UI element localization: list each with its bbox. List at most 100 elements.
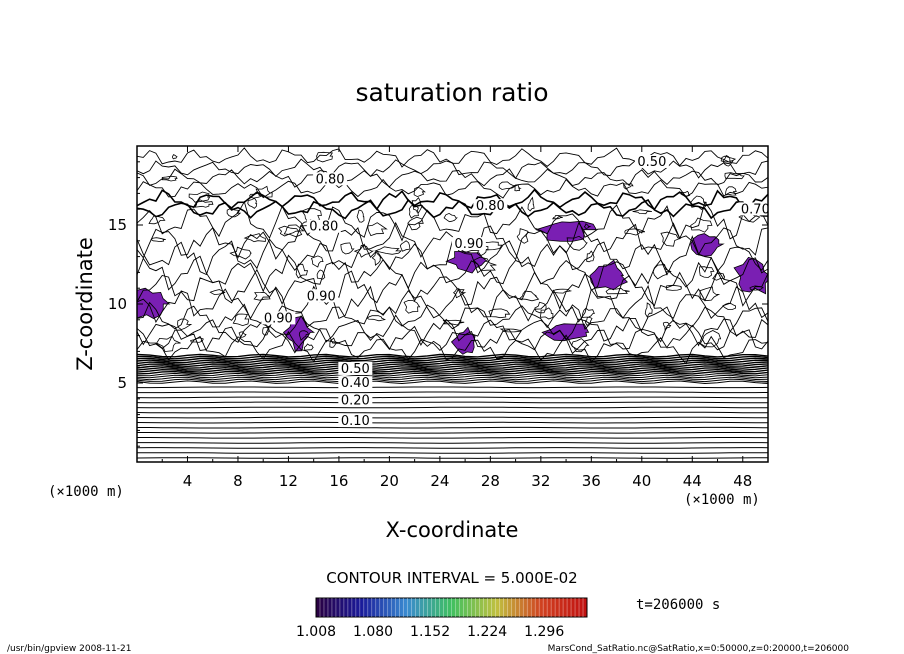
contour-line <box>137 366 768 371</box>
contour-label: 0.90 <box>454 237 483 252</box>
contour-cell <box>278 225 300 237</box>
contour-cell <box>442 319 465 326</box>
contour-cell <box>690 195 707 211</box>
x-tick-label: 28 <box>481 472 500 490</box>
contour-cell <box>518 290 540 302</box>
plot-area: 0.100.200.400.500.900.900.800.900.800.80… <box>137 146 768 462</box>
y-tick-label: 10 <box>108 295 127 313</box>
contour-line <box>137 355 768 360</box>
contour-cell <box>632 209 652 215</box>
contour-cell <box>749 285 764 291</box>
contour-label-bg <box>338 376 373 390</box>
contour-cell <box>161 175 178 182</box>
contour-cell <box>407 216 424 231</box>
contour-line <box>137 378 768 383</box>
contour-line <box>137 416 768 419</box>
contour-line <box>137 380 768 385</box>
contour-cell <box>699 330 722 348</box>
contour-cell <box>171 154 178 160</box>
contour-label-bg <box>738 202 768 216</box>
contour-cell <box>226 207 242 218</box>
contour-cell <box>527 196 535 212</box>
contour-label-bg <box>451 237 486 251</box>
contour-label: 0.90 <box>307 289 336 304</box>
contour-line <box>137 386 768 389</box>
x-unit-right: (×1000 m) <box>684 492 760 508</box>
contour-line <box>137 432 768 434</box>
contour-cell <box>488 308 511 319</box>
contour-cell <box>247 197 258 209</box>
x-tick-label: 36 <box>582 472 601 490</box>
x-axis: 4 8 12 16 20 24 28 32 36 40 44 48 <box>161 146 752 490</box>
contour-cell <box>194 199 214 208</box>
contour-cell <box>316 151 334 163</box>
contour-cell <box>452 288 467 299</box>
contour-line <box>137 457 768 459</box>
colorbar-tick-label: 1.224 <box>467 624 507 640</box>
contour-cell <box>699 286 721 302</box>
supersaturated-region <box>137 287 171 319</box>
contour-cell <box>329 337 338 348</box>
contour-label-bg <box>338 361 373 375</box>
contour-cell <box>371 251 382 266</box>
contour-cell <box>303 343 314 351</box>
contour-cell <box>367 222 388 237</box>
contour-label: 0.50 <box>637 155 666 170</box>
contour-line <box>137 330 768 365</box>
contour-line <box>137 359 768 364</box>
contour-cell <box>209 289 226 296</box>
contour-cell <box>539 307 554 320</box>
contour-cell <box>722 155 734 167</box>
contour-cell <box>411 196 424 214</box>
contour-label-bg <box>313 172 348 186</box>
contour-line <box>137 368 768 373</box>
contour-cell <box>514 184 522 192</box>
contour-label: 0.50 <box>341 362 370 377</box>
x-tick-label: 12 <box>279 472 298 490</box>
contour-line <box>137 452 768 454</box>
contour-cell <box>662 321 672 332</box>
y-tick-label: 5 <box>117 374 127 392</box>
contour-line <box>137 374 768 379</box>
contour-cell <box>253 291 271 301</box>
contour-cell <box>720 155 736 163</box>
contour-cell <box>605 287 630 295</box>
contour-label-bg <box>304 289 339 303</box>
contour-label: 0.20 <box>341 394 370 409</box>
x-tick-label: 4 <box>183 472 193 490</box>
x-tick-label: 32 <box>531 472 550 490</box>
y-axis-title: Z-coordinate <box>73 237 97 371</box>
y-axis: 5 10 15 <box>108 161 768 447</box>
supersaturated-region <box>445 251 489 274</box>
contour-cell <box>262 326 270 336</box>
contour-line <box>137 447 768 449</box>
contour-cell <box>499 328 522 333</box>
contour-cell <box>295 263 309 279</box>
contour-cell <box>566 235 588 251</box>
contour-cell <box>660 231 682 247</box>
colorbar-tick-label: 1.152 <box>410 624 450 640</box>
contour-label: 0.80 <box>309 220 338 235</box>
contour-cell <box>408 204 419 219</box>
contour-line <box>137 284 768 324</box>
colorbar-tick-label: 1.296 <box>524 624 564 640</box>
contour-cell <box>725 186 737 196</box>
contour-cell <box>229 246 252 260</box>
contour-line <box>137 411 768 414</box>
contour-label: 0.40 <box>341 376 370 391</box>
contour-cell <box>534 301 547 314</box>
contour-label-bg <box>338 414 373 428</box>
contour-line <box>137 198 768 220</box>
colorbar-stripes <box>319 598 584 617</box>
contour-cell <box>571 338 590 353</box>
contour-line <box>137 365 768 370</box>
contour-line <box>137 396 768 399</box>
contour-label: 0.80 <box>476 199 505 214</box>
x-tick-label: 40 <box>632 472 651 490</box>
contour-line <box>137 426 768 429</box>
contour-cell <box>652 264 672 280</box>
contour-line <box>137 314 768 347</box>
contour-cell <box>665 284 683 291</box>
contour-cell <box>403 299 421 314</box>
contour-cell <box>283 224 305 238</box>
